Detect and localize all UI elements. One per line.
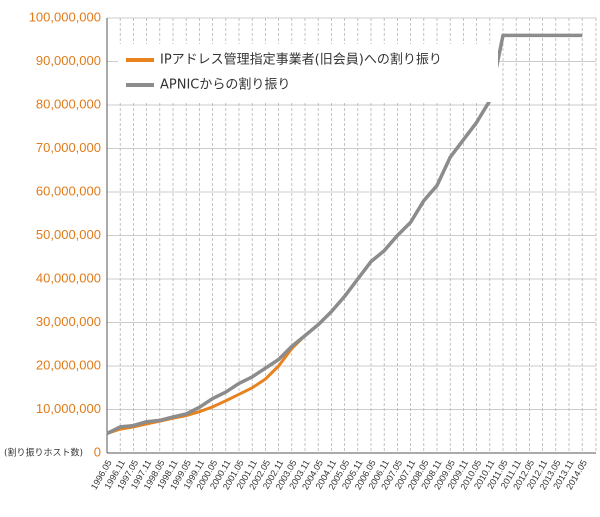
- y-tick-label: 90,000,000: [36, 53, 101, 68]
- legend-label: IPアドレス管理指定事業者(旧会員)への割り振り: [160, 52, 442, 68]
- y-tick-label: 50,000,000: [36, 227, 101, 242]
- y-tick-label: 20,000,000: [36, 357, 101, 372]
- y-tick-label: 0: [94, 444, 101, 459]
- y-tick-label: 80,000,000: [36, 96, 101, 111]
- y-tick-label: 70,000,000: [36, 140, 101, 155]
- y-axis-label: (割り振りホスト数): [4, 447, 83, 459]
- y-tick-label: 40,000,000: [36, 270, 101, 285]
- y-tick-label: 30,000,000: [36, 314, 101, 329]
- y-tick-label: 10,000,000: [36, 401, 101, 416]
- y-tick-label: 60,000,000: [36, 183, 101, 198]
- series-line: [106, 99, 492, 435]
- legend-label: APNICからの割り振り: [160, 77, 290, 93]
- legend-box: [118, 44, 498, 102]
- y-tick-label: 100,000,000: [29, 9, 101, 24]
- series-line: [106, 33, 583, 435]
